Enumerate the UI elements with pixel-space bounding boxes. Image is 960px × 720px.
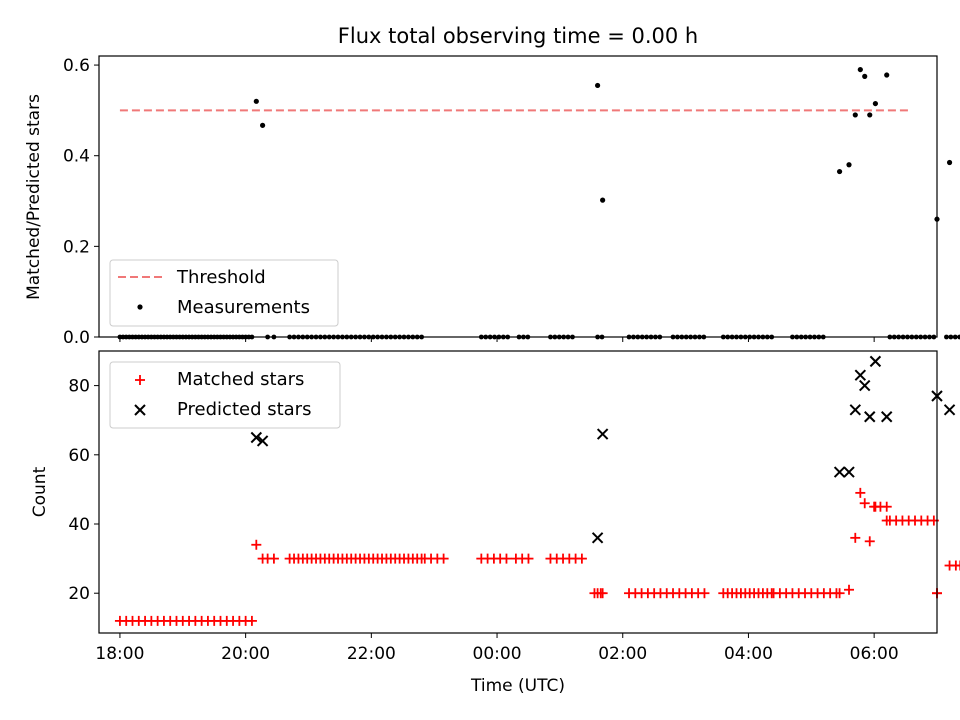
bottom-x-tick-label: 18:00 — [95, 644, 144, 664]
predicted-point — [849, 404, 862, 416]
matched-point — [855, 487, 866, 498]
matched-point — [268, 553, 279, 564]
matched-point — [944, 560, 955, 571]
top-y-axis-label: Matched/Predicted stars — [24, 94, 44, 300]
measurement-point — [952, 334, 958, 340]
predicted-legend-marker — [134, 404, 146, 416]
predicted-point — [596, 428, 609, 440]
top-y-tick-label: 0.2 — [63, 237, 90, 257]
bottom-y-tick-label: 20 — [68, 584, 90, 604]
top-y-tick-label: 0.6 — [63, 56, 90, 76]
predicted-point — [869, 355, 882, 368]
measurements-legend-swatch — [137, 304, 143, 310]
measurement-point — [862, 73, 868, 79]
predicted-point — [591, 532, 604, 544]
matched-point — [438, 553, 449, 564]
bottom-legend: Matched stars Predicted stars — [109, 361, 341, 429]
matched-point — [955, 560, 960, 571]
predicted-point — [864, 411, 876, 423]
predicted-legend-swatch — [134, 404, 146, 416]
bottom-y-tick-label: 40 — [68, 515, 90, 535]
measurement-point — [884, 72, 890, 78]
matched-point — [251, 539, 262, 550]
measurement-point — [595, 82, 601, 89]
matched-point — [597, 588, 608, 599]
bottom-x-tick-label: 06:00 — [850, 644, 899, 664]
predicted-point — [881, 411, 893, 423]
bottom-x-tick-label: 22:00 — [347, 644, 396, 664]
matched-point — [699, 588, 710, 599]
predicted-point — [833, 466, 846, 478]
chart-title: Flux total observing time = 0.00 h — [338, 24, 698, 48]
bottom-x-axis: 18:00 20:00 22:00 00:00 02:00 04:00 06:00 — [95, 633, 899, 664]
top-y-tick-label: 0.0 — [63, 328, 90, 348]
top-legend: Threshold Measurements — [109, 259, 339, 327]
matched-point — [870, 501, 881, 512]
measurement-point — [836, 168, 843, 175]
measurement-point — [867, 112, 873, 118]
matched-point — [834, 588, 845, 599]
matched-point — [501, 553, 512, 564]
matched-point — [859, 498, 870, 509]
matched-point — [881, 515, 892, 526]
threshold-legend-label: Threshold — [176, 267, 266, 288]
matched-point — [850, 532, 861, 543]
measurement-point — [253, 98, 259, 104]
matched-point — [881, 501, 892, 512]
matched-point — [576, 553, 587, 564]
measurement-point — [260, 122, 266, 128]
bottom-y-tick-label: 60 — [68, 446, 90, 466]
measurement-point — [852, 112, 858, 118]
bottom-y-axis: 20 40 60 80 — [68, 377, 99, 604]
measurement-point — [600, 197, 606, 203]
bottom-panel: 20 40 60 80 18:00 20:00 22:00 00:00 02:00 04:00 0… — [30, 350, 960, 696]
measurement-point — [948, 334, 954, 340]
measurement-point — [857, 66, 863, 73]
measurement-point — [872, 100, 879, 107]
measurement-point — [944, 334, 949, 340]
predicted-point — [943, 404, 956, 416]
bottom-plot-area — [114, 355, 960, 626]
predicted-point — [250, 431, 263, 444]
matched-legend-label: Matched stars — [177, 369, 304, 390]
top-axes-frame — [98, 55, 938, 338]
top-legend-box — [109, 259, 339, 327]
predicted-point — [859, 379, 871, 392]
bottom-y-axis-label: Count — [30, 466, 50, 517]
bottom-x-tick-label: 00:00 — [473, 644, 522, 664]
bottom-x-tick-label: 04:00 — [724, 644, 773, 664]
measurement-point — [946, 159, 953, 166]
matched-point — [246, 615, 257, 626]
matched-point — [257, 553, 268, 564]
predicted-legend-label: Predicted stars — [177, 399, 311, 420]
bottom-x-tick-label: 02:00 — [598, 644, 647, 664]
matched-point — [523, 553, 534, 564]
bottom-axes-frame — [98, 350, 938, 634]
matched-legend-swatch — [135, 375, 145, 385]
top-y-axis: 0.0 0.2 0.4 0.6 — [63, 56, 99, 348]
predicted-point — [854, 369, 867, 381]
bottom-x-tick-label: 20:00 — [221, 644, 270, 664]
predicted-point — [843, 466, 855, 478]
matched-point — [864, 536, 875, 547]
bottom-y-tick-label: 80 — [68, 377, 90, 397]
measurements-legend-label: Measurements — [177, 297, 310, 318]
matched-legend-marker — [135, 375, 145, 385]
top-y-tick-label: 0.4 — [63, 147, 90, 167]
matched-point — [844, 584, 855, 595]
top-panel: 0.0 0.2 0.4 0.6 Matched/Predicted stars Thr… — [24, 55, 960, 348]
bottom-legend-box — [109, 361, 341, 429]
measurement-point — [957, 334, 960, 340]
measurement-point — [846, 162, 852, 168]
predicted-point — [256, 435, 269, 447]
bottom-x-axis-label: Time (UTC) — [470, 676, 565, 696]
